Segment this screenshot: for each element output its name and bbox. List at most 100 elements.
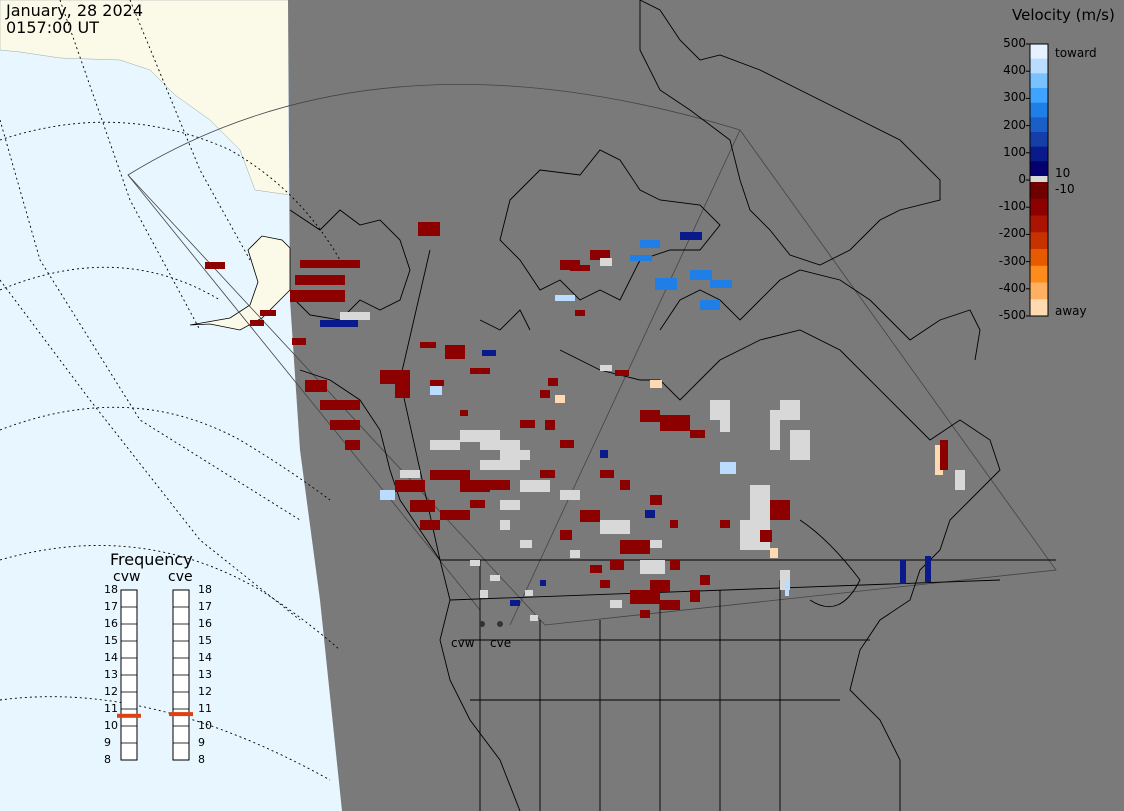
colorbar-segment [1030, 182, 1048, 200]
frequency-marker-cve [169, 712, 193, 717]
echo-cell [395, 480, 425, 492]
echo-cell [940, 440, 948, 470]
echo-cell [760, 530, 772, 542]
echo-cell [530, 615, 538, 621]
colorbar-segment [1030, 73, 1048, 89]
colorbar-tick-label: -400 [998, 280, 1026, 295]
echo-cell [460, 430, 500, 442]
echo-cell [720, 420, 730, 432]
echo-cell [445, 345, 465, 359]
echo-cell [250, 320, 264, 326]
echo-cell [305, 380, 327, 392]
echo-cell [545, 420, 555, 430]
echo-cell [560, 530, 572, 540]
echo-cell [700, 300, 720, 310]
echo-cell [500, 520, 510, 530]
frequency-scale-label: 14 [198, 651, 212, 664]
echo-cell [710, 280, 732, 288]
echo-cell [570, 265, 590, 271]
colorbar-tick-label: -200 [998, 226, 1026, 241]
echo-cell [340, 312, 370, 320]
colorbar-inner-label-pos: 10 [1055, 166, 1071, 180]
echo-cell [660, 415, 690, 431]
frequency-scale-label: 9 [198, 736, 205, 749]
frequency-scale-label: 11 [198, 702, 212, 715]
echo-cell [480, 460, 520, 470]
frequency-scale-label: 10 [198, 719, 212, 732]
colorbar-tick-label: 300 [1003, 90, 1026, 105]
colorbar-segment [1030, 132, 1048, 148]
echo-cell [790, 430, 810, 460]
echo-cell [520, 540, 532, 548]
echo-cell [540, 390, 550, 398]
echo-cell [520, 480, 550, 492]
echo-cell [600, 258, 612, 266]
echo-cell [480, 590, 488, 598]
echo-cell [510, 600, 520, 606]
frequency-radar-cve: cve [168, 569, 193, 585]
radar-fov [127, 83, 1057, 626]
echo-cell [400, 470, 420, 478]
frequency-boxes [117, 589, 193, 761]
echo-cell [770, 410, 780, 450]
echo-cell [620, 480, 630, 490]
frequency-scale-label: 17 [104, 600, 118, 613]
echo-cell [770, 548, 778, 558]
velocity-echoes [205, 222, 965, 621]
echo-cell [580, 510, 600, 522]
echo-cell [480, 440, 520, 450]
frequency-marker-cvw [117, 713, 141, 718]
echo-cell [650, 580, 670, 592]
colorbar-toward-label: toward [1055, 46, 1097, 60]
frequency-scale-label: 13 [104, 668, 118, 681]
frequency-scale-label: 15 [104, 634, 118, 647]
echo-cell [590, 250, 610, 260]
echo-cell [395, 380, 410, 398]
echo-cell [205, 262, 225, 269]
radar-site-cvw [479, 621, 485, 627]
colorbar-segment [1030, 102, 1048, 118]
echo-cell [670, 560, 680, 570]
echo-cell [650, 540, 662, 548]
echo-cell [560, 490, 580, 500]
frequency-scale-label: 9 [104, 736, 111, 749]
colorbar-segment [1030, 44, 1048, 60]
echo-cell [525, 590, 533, 596]
echo-cell [655, 278, 677, 290]
echo-cell [780, 400, 800, 420]
echo-cell [540, 470, 555, 478]
echo-cell [720, 520, 730, 528]
colorbar-inner-label-neg: -10 [1055, 182, 1075, 196]
frequency-scale-label: 18 [104, 583, 118, 596]
date-label: January, 28 2024 [6, 1, 143, 20]
echo-cell [345, 440, 360, 450]
echo-cell [925, 556, 931, 582]
echo-cell [300, 260, 360, 268]
echo-cell [610, 560, 624, 570]
echo-cell [420, 520, 440, 530]
echo-cell [555, 295, 575, 301]
echo-cell [575, 310, 585, 316]
colorbar-segment [1030, 146, 1048, 162]
echo-cell [600, 365, 612, 371]
echo-cell [650, 495, 662, 505]
echo-cell [430, 440, 460, 450]
echo-cell [720, 462, 736, 474]
echo-cell [330, 420, 360, 430]
echo-cell [645, 510, 655, 518]
colorbar-ground-segment [1030, 176, 1048, 182]
echo-cell [640, 610, 650, 618]
echo-cell [570, 550, 580, 558]
echo-cell [600, 520, 630, 534]
night-region [288, 0, 1124, 811]
site-label-cve: cve [490, 636, 512, 650]
echo-cell [955, 470, 965, 490]
time-label: 0157:00 UT [6, 18, 100, 37]
colorbar-tick-label: 0 [1018, 172, 1026, 186]
frequency-scale-label: 16 [198, 617, 212, 630]
echo-cell [670, 520, 678, 528]
echo-cell [710, 400, 730, 420]
colorbar-segment [1030, 232, 1048, 250]
frequency-scale-label: 12 [198, 685, 212, 698]
echo-cell [660, 600, 680, 610]
